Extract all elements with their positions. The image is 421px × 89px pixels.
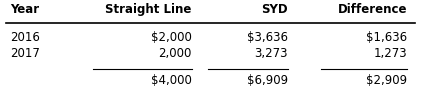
Text: Difference: Difference xyxy=(338,3,407,16)
Text: $1,636: $1,636 xyxy=(366,31,407,44)
Text: 1,273: 1,273 xyxy=(373,47,407,60)
Text: 3,273: 3,273 xyxy=(254,47,288,60)
Text: 2016: 2016 xyxy=(10,31,40,44)
Text: SYD: SYD xyxy=(261,3,288,16)
Text: $2,000: $2,000 xyxy=(151,31,192,44)
Text: $2,909: $2,909 xyxy=(366,74,407,87)
Text: Year: Year xyxy=(10,3,39,16)
Text: $3,636: $3,636 xyxy=(247,31,288,44)
Text: $6,909: $6,909 xyxy=(247,74,288,87)
Text: Straight Line: Straight Line xyxy=(105,3,192,16)
Text: 2017: 2017 xyxy=(10,47,40,60)
Text: 2,000: 2,000 xyxy=(158,47,192,60)
Text: $4,000: $4,000 xyxy=(151,74,192,87)
